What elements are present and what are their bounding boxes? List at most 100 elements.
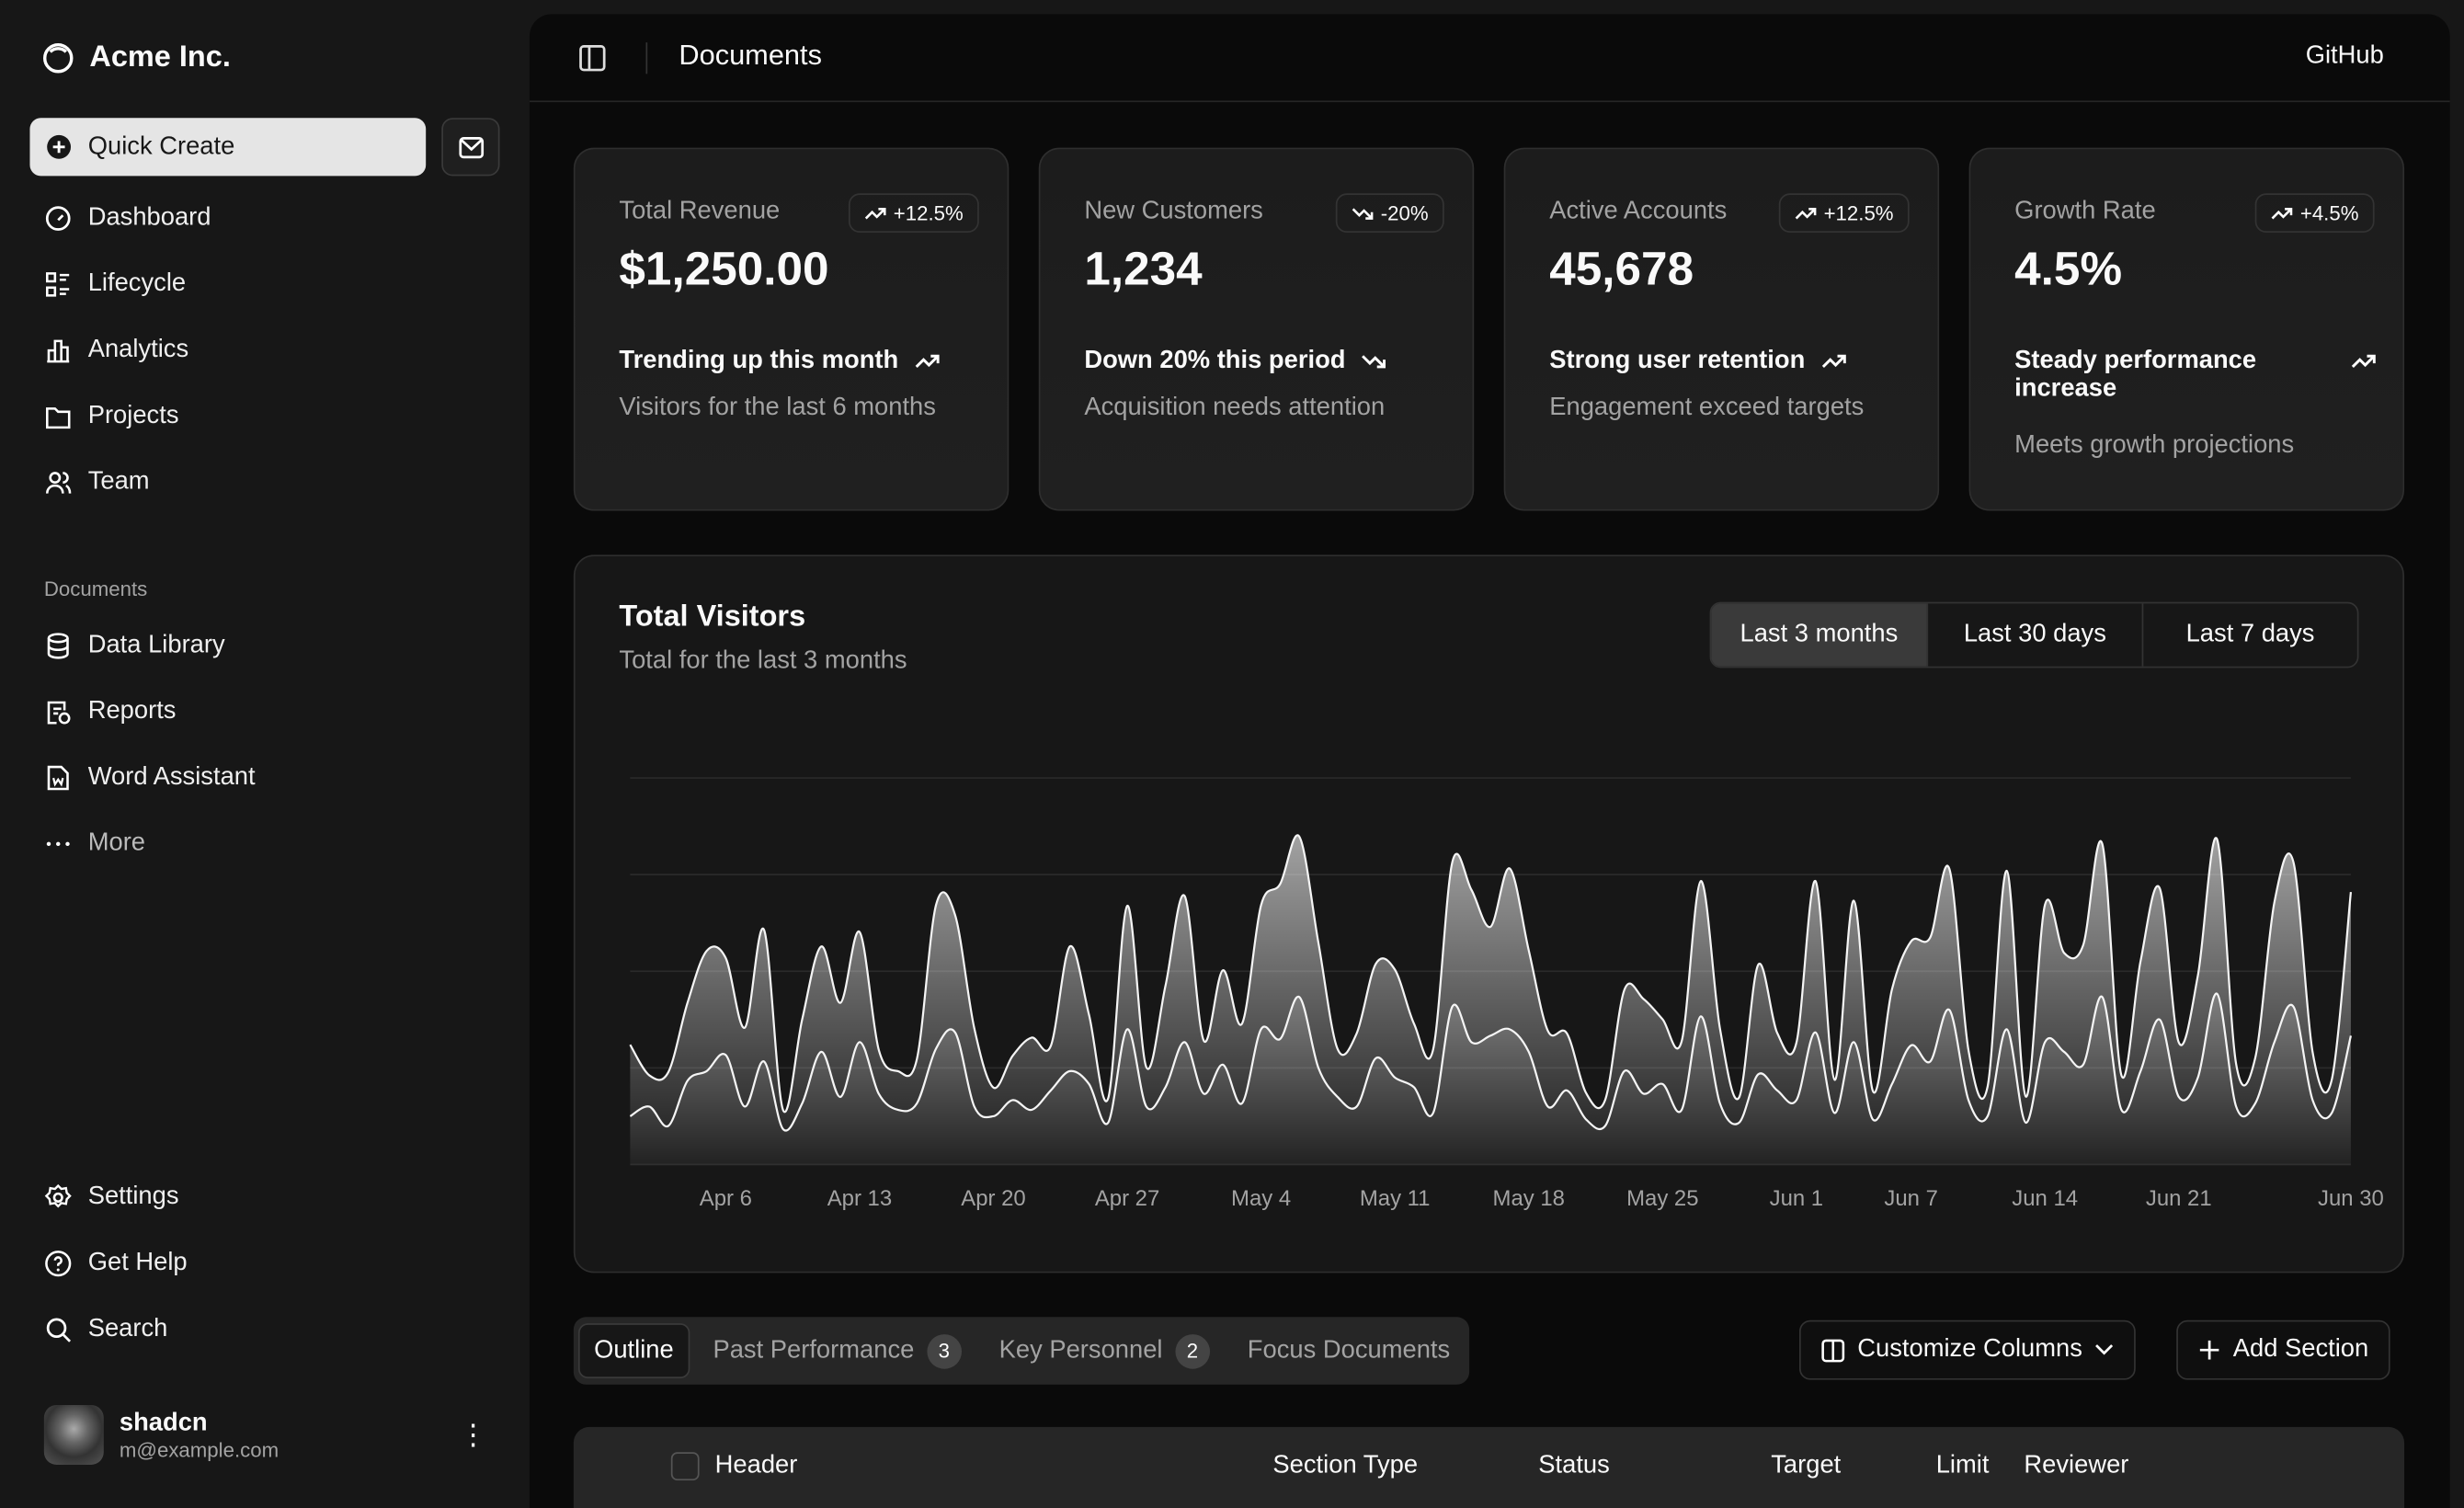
table-header: Header Section Type Status Target Limit … (573, 1426, 2405, 1508)
user-email: m@example.com (119, 1437, 279, 1461)
users-icon (45, 472, 72, 494)
mail-icon (458, 136, 484, 158)
sidebar-item-data-library[interactable]: Data Library (44, 632, 225, 660)
sidebar-item-label: Data Library (87, 632, 225, 659)
trending-up-icon (2351, 354, 2376, 369)
trend-text: Down 20% this period (1084, 347, 1346, 374)
sidebar-item-lifecycle[interactable]: Lifecycle (44, 270, 186, 299)
sidebar-item-label: Reports (87, 697, 177, 725)
user-menu[interactable]: shadcn m@example.com (43, 1405, 279, 1465)
stat-card: Growth Rate +4.5% 4.5% Steady performanc… (1968, 147, 2405, 511)
area-desktop (630, 835, 2351, 1131)
sidebar-item-get-help[interactable]: Get Help (44, 1250, 188, 1278)
x-tick-label: Apr 27 (1095, 1186, 1159, 1211)
trend-text: Steady performance increase (2014, 347, 2257, 403)
sidebar-item-reports[interactable]: Reports (44, 697, 177, 726)
add-section-button[interactable]: Add Section (2176, 1320, 2391, 1380)
sidebar-item-analytics[interactable]: Analytics (44, 337, 188, 365)
x-tick-label: Jun 1 (1770, 1186, 1823, 1211)
divider (645, 42, 648, 74)
stat-value: 4.5% (2014, 243, 2123, 296)
sidebar-item-dashboard[interactable]: Dashboard (44, 204, 211, 233)
quick-create-label: Quick Create (87, 132, 235, 160)
column-status[interactable]: Status (1538, 1452, 1610, 1479)
range-last-3-months[interactable]: Last 3 months (1711, 603, 1927, 667)
column-section-type[interactable]: Section Type (1272, 1452, 1419, 1479)
user-name: shadcn (119, 1409, 208, 1436)
settings-icon (44, 1183, 72, 1208)
section-label-documents: Documents (43, 577, 148, 600)
sidebar-item-label: Analytics (87, 336, 189, 363)
tab-label: Past Performance (713, 1336, 915, 1364)
column-target[interactable]: Target (1771, 1452, 1842, 1479)
column-header[interactable]: Header (714, 1452, 798, 1479)
columns-icon (1821, 1338, 1845, 1362)
trend-text: Strong user retention (1549, 347, 1806, 374)
inbox-button[interactable] (441, 118, 500, 177)
area-mobile (630, 993, 2351, 1165)
trending-up-icon (864, 207, 885, 219)
visitors-area-chart: Apr 6 Apr 13 Apr 20 Apr 27 May 4 May 11 May 18… (629, 777, 2384, 1211)
stat-trend-text: Down 20% this period (1084, 348, 1445, 376)
tab-outline[interactable]: Outline (577, 1323, 690, 1378)
stat-value: 45,678 (1549, 243, 1694, 296)
github-link[interactable]: GitHub (2305, 42, 2384, 70)
chart-subtitle: Total for the last 3 months (619, 647, 907, 675)
stat-label: New Customers (1084, 198, 1263, 225)
x-tick-label: Jun 30 (2318, 1186, 2384, 1211)
column-reviewer[interactable]: Reviewer (2024, 1452, 2129, 1479)
range-last-7-days[interactable]: Last 7 days (2141, 603, 2357, 667)
trending-up-icon (1821, 354, 1846, 369)
quick-create-button[interactable]: Quick Create (29, 118, 427, 177)
select-all-checkbox[interactable] (670, 1452, 700, 1481)
badge-value: +12.5% (893, 200, 964, 225)
tab-past-performance[interactable]: Past Performance 3 (699, 1323, 975, 1378)
stat-description: Acquisition needs attention (1084, 394, 1386, 422)
trend-badge: +12.5% (1778, 193, 1910, 233)
x-tick-label: Jun 21 (2146, 1186, 2212, 1211)
stat-trend-text: Steady performance increase (2014, 348, 2376, 405)
stat-description: Engagement exceed targets (1549, 394, 1865, 422)
brand[interactable]: Acme Inc. (42, 40, 231, 75)
range-last-30-days[interactable]: Last 30 days (1926, 603, 2141, 667)
chart-bar-icon (47, 339, 70, 363)
sidebar-item-word-assistant[interactable]: Word Assistant (44, 764, 256, 793)
badge-value: +12.5% (1823, 200, 1894, 225)
sidebar-item-label: Projects (87, 402, 179, 429)
tab-label: Outline (594, 1336, 674, 1364)
sidebar-item-label: Lifecycle (87, 269, 187, 298)
sidebar-item-team[interactable]: Team (44, 468, 150, 497)
main-content: Documents GitHub Total Revenue +12.5% $1… (529, 14, 2450, 1508)
tab-label: Focus Documents (1247, 1336, 1451, 1364)
badge-value: -20% (1380, 200, 1429, 225)
tab-key-personnel[interactable]: Key Personnel 2 (985, 1323, 1224, 1378)
customize-columns-button[interactable]: Customize Columns (1799, 1320, 2137, 1380)
trending-down-icon (1362, 355, 1386, 369)
help-icon (45, 1251, 72, 1277)
tab-count-badge: 3 (927, 1333, 962, 1368)
trending-up-icon (1794, 207, 1816, 219)
trending-up-icon (915, 354, 940, 369)
total-visitors-card: Total Visitors Total for the last 3 mont… (573, 554, 2405, 1274)
trending-down-icon (1352, 207, 1373, 220)
sidebar-toggle-icon[interactable] (578, 44, 607, 73)
chevron-down-icon (2095, 1344, 2114, 1355)
x-tick-label: May 25 (1626, 1186, 1698, 1211)
sidebar-item-search[interactable]: Search (44, 1316, 167, 1344)
database-icon (47, 633, 69, 659)
trend-badge: -20% (1335, 193, 1444, 233)
dashboard-icon (45, 206, 71, 231)
stat-trend-text: Trending up this month (619, 348, 980, 376)
stat-card: New Customers -20% 1,234 Down 20% this p… (1038, 147, 1475, 511)
more-vertical-icon[interactable]: ⋮ (459, 1419, 487, 1451)
sidebar-item-settings[interactable]: Settings (44, 1183, 179, 1212)
stat-description: Visitors for the last 6 months (619, 394, 936, 422)
x-tick-label: Apr 13 (827, 1186, 892, 1211)
column-limit[interactable]: Limit (1935, 1452, 1990, 1479)
tab-focus-documents[interactable]: Focus Documents (1233, 1323, 1464, 1378)
sidebar-item-more[interactable]: More (44, 829, 145, 858)
page-title: Documents (679, 39, 822, 71)
stat-label: Active Accounts (1549, 198, 1728, 225)
sidebar-item-projects[interactable]: Projects (44, 402, 179, 431)
